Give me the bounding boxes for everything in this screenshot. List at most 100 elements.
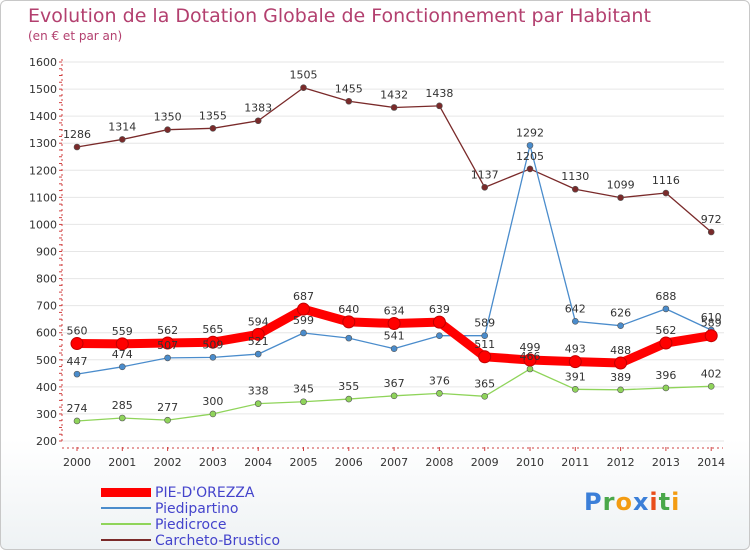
data-point	[73, 370, 81, 378]
data-point	[568, 355, 582, 369]
data-point	[209, 410, 217, 418]
legend-swatch-carcheto-brustico	[101, 539, 151, 541]
y-tick-label: 900	[36, 246, 57, 259]
data-point	[704, 329, 718, 343]
x-tick-label: 2010	[516, 456, 544, 469]
x-tick-label: 2006	[335, 456, 363, 469]
data-label: 365	[474, 377, 495, 390]
data-label: 367	[384, 377, 405, 390]
data-point	[526, 142, 534, 149]
data-label: 488	[610, 344, 631, 357]
data-label: 1137	[471, 168, 499, 181]
y-tick-label: 800	[36, 273, 57, 286]
data-label: 1205	[516, 150, 544, 163]
proxiti-logo: Proxiti	[584, 488, 681, 516]
legend-swatch-piedicroce	[101, 523, 151, 525]
data-label: 1432	[380, 88, 408, 101]
data-point	[614, 356, 628, 370]
legend-swatch-pie-dorezza	[101, 488, 151, 497]
data-label: 1350	[154, 111, 182, 124]
chart-subtitle: (en € et par an)	[28, 29, 123, 43]
y-tick-label: 1500	[29, 83, 57, 96]
data-point	[73, 143, 81, 151]
x-tick-label: 2009	[471, 456, 499, 469]
legend-label: PIE-D'OREZZA	[155, 485, 255, 501]
x-tick-label: 2013	[652, 456, 680, 469]
y-tick-label: 600	[36, 327, 57, 340]
data-point	[251, 327, 265, 341]
x-tick-label: 2000	[63, 456, 91, 469]
data-label: 447	[67, 355, 88, 368]
data-label: 391	[565, 370, 586, 383]
data-label: 1116	[652, 174, 680, 187]
data-point	[345, 395, 353, 403]
data-label: 507	[157, 339, 178, 352]
data-point	[119, 414, 126, 422]
data-label: 610	[701, 311, 722, 324]
data-label: 1355	[199, 109, 227, 122]
data-label: 640	[338, 303, 359, 316]
data-point	[526, 365, 534, 373]
data-point	[161, 336, 175, 350]
data-label: 1314	[108, 120, 136, 133]
data-point	[73, 417, 81, 425]
data-point	[617, 322, 624, 329]
data-label: 509	[202, 338, 223, 351]
data-label: 562	[655, 324, 676, 337]
data-label: 499	[520, 341, 541, 354]
data-point	[617, 194, 624, 201]
data-label: 559	[112, 325, 133, 338]
data-point	[164, 126, 171, 133]
data-label: 493	[565, 343, 586, 356]
data-label: 688	[655, 290, 676, 303]
data-point	[523, 353, 537, 367]
data-point	[119, 136, 126, 143]
data-point	[662, 305, 670, 313]
x-tick-label: 2007	[380, 456, 408, 469]
x-tick-label: 2003	[199, 456, 227, 469]
data-label: 521	[248, 335, 269, 348]
data-point	[390, 104, 398, 111]
y-tick-label: 400	[36, 381, 57, 394]
y-tick-label: 300	[36, 408, 57, 421]
data-label: 1292	[516, 126, 544, 139]
data-label: 562	[157, 324, 178, 337]
data-label: 300	[202, 395, 223, 408]
data-point	[342, 315, 356, 329]
data-point	[254, 400, 262, 407]
data-label: 560	[67, 325, 88, 338]
data-point	[345, 334, 353, 342]
legend-swatch-piedipartino	[101, 507, 151, 509]
y-tick-label: 1600	[29, 56, 57, 69]
data-label: 338	[248, 385, 269, 398]
data-label: 589	[474, 317, 495, 330]
data-point	[345, 97, 353, 105]
y-tick-label: 1000	[29, 218, 57, 231]
data-label: 1505	[290, 69, 318, 82]
legend-label: Piedicroce	[155, 517, 227, 533]
data-label: 402	[701, 367, 722, 380]
x-tick-label: 2005	[290, 456, 318, 469]
x-tick-label: 2001	[108, 456, 136, 469]
data-label: 594	[248, 315, 269, 328]
data-point	[617, 386, 624, 394]
data-point	[119, 363, 126, 371]
data-point	[390, 345, 398, 352]
data-point	[662, 189, 670, 197]
y-tick-label: 1300	[29, 137, 57, 150]
data-point	[662, 384, 670, 392]
data-label: 389	[610, 371, 631, 384]
x-tick-label: 2012	[607, 456, 635, 469]
data-point	[481, 393, 489, 400]
x-tick-label: 2011	[561, 456, 589, 469]
data-point	[254, 350, 262, 358]
data-label: 274	[67, 402, 88, 415]
data-label: 639	[429, 303, 450, 316]
data-point	[707, 383, 715, 390]
data-point	[209, 125, 217, 132]
data-label: 687	[293, 290, 314, 303]
data-label: 642	[565, 302, 586, 315]
data-point	[659, 336, 673, 350]
